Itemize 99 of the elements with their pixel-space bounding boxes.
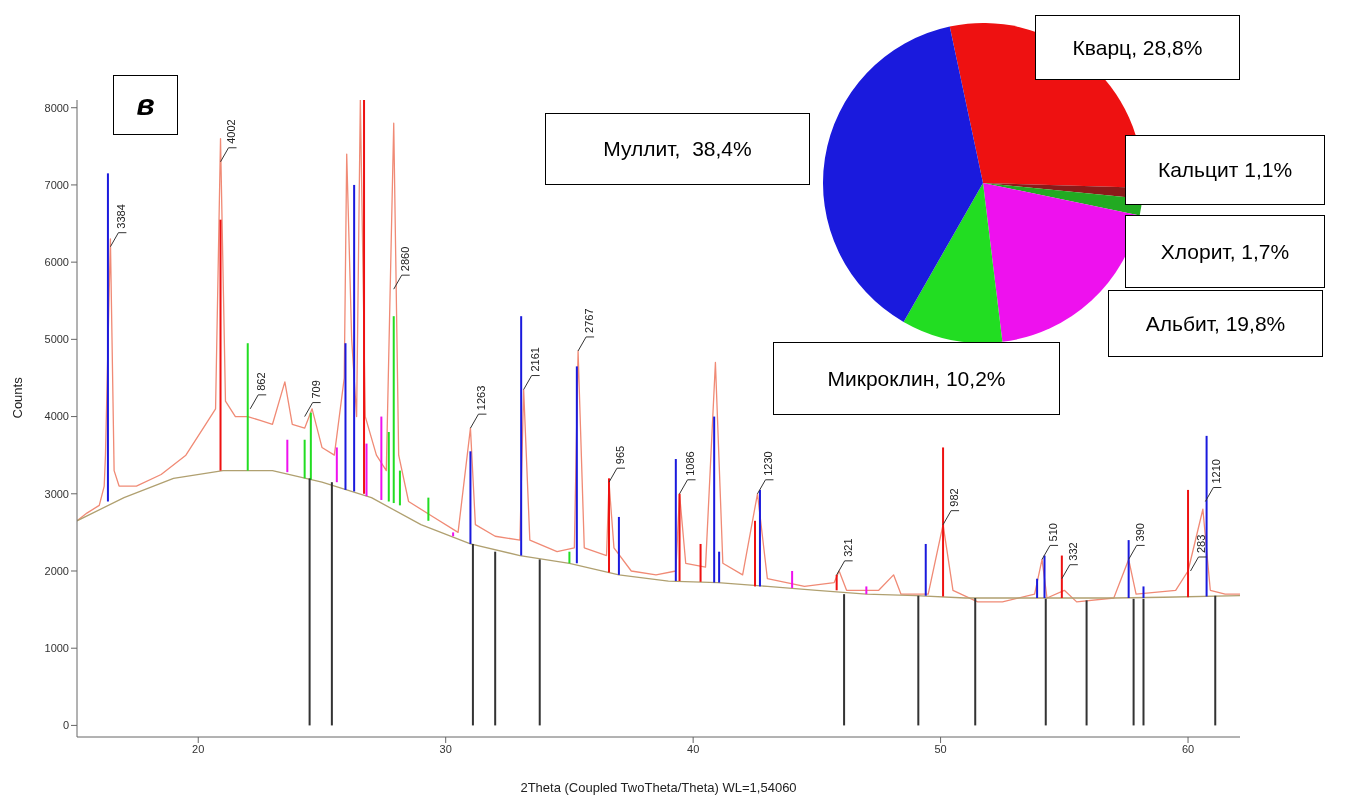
y-tick-label: 6000	[44, 256, 69, 269]
x-tick-label: 60	[1181, 742, 1195, 755]
y-tick-label: 2000	[44, 564, 69, 577]
annotation: 390	[1133, 523, 1146, 542]
bar	[568, 551, 571, 564]
bar	[942, 447, 945, 597]
annotation: 3384	[115, 204, 128, 229]
annotation: в	[113, 75, 178, 135]
bar	[344, 343, 347, 490]
bar	[974, 598, 977, 726]
bar	[1085, 600, 1088, 726]
bar	[398, 470, 401, 506]
bar	[718, 551, 721, 583]
y-tick-label: 8000	[44, 101, 69, 114]
slice-label: Хлорит, 1,7%	[1125, 215, 1325, 288]
annotation: 2161	[528, 347, 541, 372]
bar	[1214, 595, 1217, 726]
bar	[1132, 598, 1135, 726]
annotation: 2860	[398, 246, 411, 272]
bar	[365, 443, 368, 497]
bar	[608, 478, 611, 573]
bar	[427, 497, 430, 521]
bar	[865, 586, 868, 595]
bar	[699, 543, 702, 582]
bar	[538, 559, 541, 726]
bar	[452, 532, 455, 537]
slice-label: Кальцит 1,1%	[1125, 135, 1325, 205]
annotation: 4002	[225, 119, 238, 144]
bar	[843, 594, 846, 726]
x-tick-label: 50	[934, 742, 947, 755]
x-tick-label: 40	[687, 742, 700, 755]
bar	[387, 432, 390, 502]
x-tick-label: 30	[439, 742, 452, 755]
x-tick-label: 20	[192, 742, 205, 755]
bar	[330, 482, 333, 726]
y-tick-label: 1000	[44, 642, 69, 655]
bar	[353, 184, 356, 492]
bar	[494, 551, 497, 726]
bar	[286, 439, 289, 473]
annotation: 510	[1046, 523, 1059, 542]
bar	[308, 478, 311, 726]
bar	[1043, 555, 1046, 599]
annotation: 321	[841, 538, 854, 557]
bar	[309, 412, 312, 480]
bar	[106, 173, 109, 502]
bar	[520, 316, 523, 556]
annotation: 1210	[1210, 459, 1223, 484]
bar	[380, 416, 383, 500]
slice-label: Альбит, 19,8%	[1108, 290, 1323, 357]
annotation: 965	[613, 445, 626, 465]
annotation: 1086	[684, 451, 697, 476]
annotation: 1230	[762, 451, 775, 476]
pie-slice	[823, 26, 983, 322]
y-tick-label: 4000	[44, 410, 69, 423]
bar	[392, 316, 395, 504]
annotation: 332	[1066, 542, 1079, 561]
y-tick-label: 7000	[44, 178, 69, 191]
y-tick-label: 0	[62, 719, 69, 732]
bar	[303, 439, 306, 479]
bar	[713, 416, 716, 583]
bar	[835, 574, 838, 591]
bar	[678, 493, 681, 582]
bar	[335, 447, 338, 483]
bar	[471, 543, 474, 726]
bar	[617, 516, 620, 575]
slice-label: Микроклин, 10,2%	[773, 342, 1060, 415]
y-tick-label: 3000	[44, 487, 69, 500]
pie-slice	[903, 183, 1003, 343]
y-tick-label: 5000	[44, 333, 69, 346]
bar	[575, 366, 578, 564]
bar	[791, 570, 794, 588]
x-axis-title: 2Theta (Coupled TwoTheta/Theta) WL=1,54060	[520, 780, 797, 795]
bar	[1060, 555, 1063, 599]
bar	[754, 520, 756, 587]
bar	[219, 219, 222, 471]
bar	[246, 343, 249, 471]
bar	[1187, 489, 1190, 598]
bar	[1127, 540, 1130, 599]
bar	[1205, 435, 1208, 597]
annotation: 982	[947, 488, 960, 507]
annotation: 709	[309, 380, 322, 399]
annotation: 1263	[475, 385, 488, 411]
bar	[917, 595, 920, 726]
bar	[758, 489, 761, 587]
pie-slice	[983, 183, 1143, 216]
annotation: 2767	[582, 308, 595, 333]
slice-label: Кварц, 28,8%	[1035, 15, 1240, 80]
bar	[469, 451, 472, 544]
slice-label: Муллит, 38,4%	[545, 113, 810, 185]
bar	[674, 459, 677, 582]
bar	[1044, 598, 1047, 726]
annotation: 862	[255, 372, 268, 391]
bar	[363, 100, 366, 494]
bar	[1036, 578, 1039, 599]
bar	[1142, 598, 1145, 726]
bar	[1142, 586, 1145, 599]
bar	[924, 543, 927, 596]
annotation: 283	[1195, 534, 1208, 553]
y-axis-title: Counts	[9, 376, 25, 419]
